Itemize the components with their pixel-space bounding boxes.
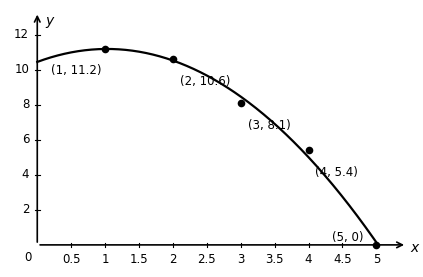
Text: 4.5: 4.5 <box>333 253 352 266</box>
Text: (3, 8.1): (3, 8.1) <box>247 119 290 132</box>
Text: (5, 0): (5, 0) <box>332 231 364 244</box>
Text: y: y <box>45 14 54 28</box>
Text: 2: 2 <box>22 203 29 216</box>
Text: 5: 5 <box>373 253 380 266</box>
Text: 0.5: 0.5 <box>62 253 80 266</box>
Text: 1: 1 <box>102 253 109 266</box>
Text: x: x <box>410 240 419 255</box>
Text: (2, 10.6): (2, 10.6) <box>180 75 230 88</box>
Text: 4: 4 <box>22 168 29 181</box>
Text: (4, 5.4): (4, 5.4) <box>316 166 358 179</box>
Text: 2.5: 2.5 <box>198 253 216 266</box>
Text: 6: 6 <box>22 133 29 146</box>
Text: 2: 2 <box>169 253 177 266</box>
Text: 10: 10 <box>14 63 29 76</box>
Text: 8: 8 <box>22 98 29 111</box>
Text: (1, 11.2): (1, 11.2) <box>51 64 102 77</box>
Text: 1.5: 1.5 <box>130 253 148 266</box>
Text: 12: 12 <box>14 28 29 41</box>
Text: 0: 0 <box>25 251 32 264</box>
Text: 3.5: 3.5 <box>265 253 284 266</box>
Text: 4: 4 <box>305 253 312 266</box>
Text: 3: 3 <box>237 253 244 266</box>
